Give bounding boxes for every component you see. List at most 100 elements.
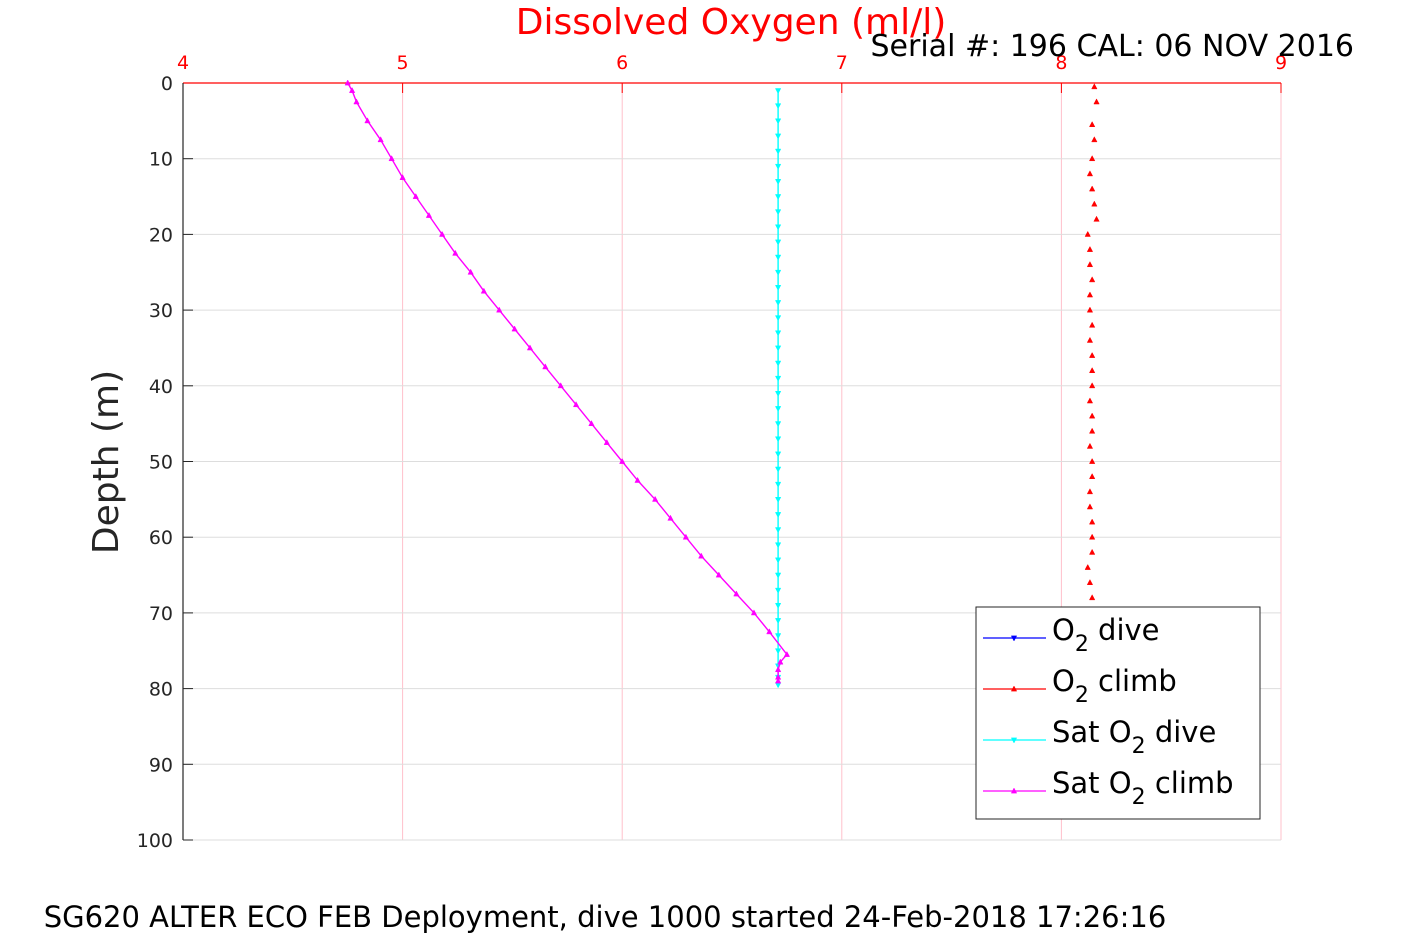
data-point <box>496 306 503 313</box>
legend-marker <box>1010 787 1018 794</box>
data-point <box>775 648 782 655</box>
data-point <box>775 682 782 689</box>
data-point <box>439 230 446 237</box>
data-point <box>1089 427 1096 434</box>
data-point <box>526 344 534 351</box>
y-tick-label: 50 <box>149 452 173 474</box>
data-point <box>775 587 782 594</box>
x-tick-label: 4 <box>177 52 189 74</box>
data-point <box>775 103 782 110</box>
y-tick-label: 0 <box>161 73 173 95</box>
data-point <box>348 87 356 93</box>
data-point <box>511 325 518 332</box>
data-point <box>777 658 784 665</box>
data-point <box>775 315 782 322</box>
data-point <box>353 98 360 105</box>
data-point <box>1084 563 1091 570</box>
series-o2-climb <box>1084 83 1100 646</box>
data-point <box>775 436 782 443</box>
data-point <box>1086 261 1094 268</box>
data-point <box>766 628 773 635</box>
data-point <box>1086 442 1094 449</box>
data-point <box>480 287 487 294</box>
y-tick-label: 80 <box>149 679 173 701</box>
data-point <box>1091 136 1098 143</box>
x-tick-label: 8 <box>1055 52 1067 74</box>
data-point <box>1089 548 1096 555</box>
data-point <box>775 406 782 413</box>
data-point <box>1084 230 1091 237</box>
data-point <box>783 651 791 657</box>
series-line <box>347 82 788 681</box>
data-point <box>682 533 689 540</box>
data-point <box>1089 594 1096 601</box>
data-point <box>1086 579 1094 585</box>
legend-entry: Sat O2 climb <box>983 766 1234 810</box>
x-tick-label: 9 <box>1275 52 1287 74</box>
data-point <box>425 211 433 218</box>
data-point <box>1089 155 1096 162</box>
data-point <box>1089 121 1096 127</box>
y-tick-label: 60 <box>149 527 173 549</box>
legend-marker <box>1010 635 1018 642</box>
chart-title: Dissolved Oxygen (ml/l) <box>516 2 947 43</box>
data-point <box>775 163 782 170</box>
legend-marker <box>1010 685 1018 692</box>
data-point <box>775 497 782 503</box>
data-point <box>1089 412 1096 419</box>
data-point <box>1086 291 1094 298</box>
data-point <box>733 590 740 597</box>
data-point <box>775 300 782 307</box>
y-tick-label: 100 <box>137 830 173 852</box>
data-point <box>1089 382 1096 389</box>
data-point <box>572 401 580 408</box>
data-point <box>467 268 474 275</box>
data-point <box>603 439 610 445</box>
data-point <box>377 136 384 143</box>
data-point <box>775 557 782 564</box>
data-point <box>775 542 782 549</box>
data-point <box>775 254 782 261</box>
data-point <box>775 375 782 382</box>
data-point <box>1089 351 1096 358</box>
data-point <box>1093 98 1100 105</box>
data-point <box>619 457 626 464</box>
data-point <box>715 571 722 578</box>
data-point <box>775 421 782 428</box>
data-point <box>775 360 782 367</box>
legend-label: Sat O2 climb <box>1052 766 1234 810</box>
data-point <box>388 155 395 162</box>
data-point <box>775 618 782 625</box>
series <box>344 79 1100 689</box>
chart-footer: SG620 ALTER ECO FEB Deployment, dive 100… <box>44 900 1167 934</box>
data-point <box>1086 503 1094 510</box>
data-point <box>1086 397 1094 404</box>
data-point <box>775 209 782 216</box>
series-sat-o2-climb <box>344 79 791 684</box>
data-point <box>1086 336 1094 343</box>
data-point <box>588 420 595 426</box>
data-point <box>652 495 659 502</box>
chart-subtitle: Serial #: 196 CAL: 06 NOV 2016 <box>871 29 1354 64</box>
data-point <box>542 363 549 370</box>
data-point <box>1089 473 1096 479</box>
data-point <box>775 466 782 473</box>
data-point <box>775 527 782 534</box>
data-point <box>1089 457 1096 464</box>
data-point <box>775 633 782 640</box>
y-tick-label: 90 <box>149 754 173 776</box>
data-point <box>1086 306 1094 313</box>
legend-entry: O2 climb <box>983 664 1177 708</box>
data-point <box>1089 276 1096 283</box>
x-tick-labels: 4 5 6 7 8 9 <box>177 52 1287 74</box>
data-point <box>775 391 782 397</box>
data-point <box>750 609 758 616</box>
data-point <box>775 330 782 337</box>
legend-label: O2 dive <box>1052 613 1160 657</box>
series-sat-o2-dive <box>775 88 782 689</box>
legend-marker <box>1010 737 1018 744</box>
data-point <box>775 451 782 458</box>
legend-entry: O2 dive <box>983 613 1160 657</box>
data-point <box>775 194 782 201</box>
data-point <box>1089 321 1096 328</box>
